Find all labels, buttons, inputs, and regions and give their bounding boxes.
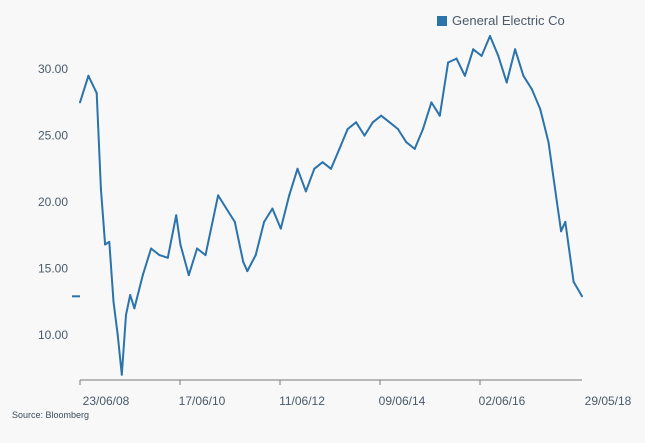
data-point — [288, 194, 291, 197]
x-tick-label: 11/06/12 — [279, 394, 325, 408]
data-point — [321, 161, 324, 164]
x-axis-ticks: 23/06/08 17/06/10 11/06/12 09/06/14 02/06/16… — [79, 380, 632, 408]
data-point — [175, 214, 178, 217]
data-point — [480, 54, 483, 57]
data-point — [514, 48, 517, 51]
x-tick-label: 29/05/18 — [585, 394, 632, 408]
data-point — [547, 141, 550, 144]
data-point — [346, 128, 349, 130]
data-point — [108, 240, 111, 243]
data-point — [555, 201, 558, 203]
data-point — [522, 74, 525, 77]
data-point — [396, 128, 399, 130]
data-point — [187, 274, 190, 277]
data-point — [438, 114, 441, 117]
y-tick-label: 30.00 — [38, 62, 68, 76]
data-point — [497, 54, 500, 57]
data-point — [422, 128, 424, 130]
data-point — [489, 35, 491, 37]
data-point — [405, 141, 408, 144]
data-point — [539, 108, 542, 110]
data-point — [330, 167, 332, 170]
data-point — [279, 227, 282, 230]
data-point — [313, 167, 316, 170]
data-point — [99, 187, 102, 190]
data-point — [564, 220, 567, 223]
y-axis-ticks: 10.00 15.00 20.00 25.00 30.00 — [38, 62, 68, 342]
data-point — [388, 121, 391, 124]
series-line-general-electric — [79, 35, 583, 376]
data-point — [338, 147, 341, 150]
data-point — [505, 81, 508, 84]
data-point — [120, 373, 123, 376]
x-tick-label: 02/06/16 — [479, 394, 526, 408]
data-point — [87, 74, 90, 77]
y-tick-label: 25.00 — [38, 129, 68, 143]
x-tick-label: 09/06/14 — [379, 394, 426, 408]
data-point — [254, 254, 257, 257]
data-point — [296, 167, 299, 170]
data-point — [363, 134, 366, 137]
data-point — [129, 294, 132, 296]
data-point — [263, 220, 266, 223]
data-point — [581, 295, 583, 298]
data-point — [304, 190, 307, 193]
data-point — [141, 274, 144, 277]
data-point — [233, 220, 236, 223]
data-point — [447, 61, 450, 64]
legend-swatch — [437, 16, 447, 26]
series-points — [79, 35, 583, 376]
data-point — [158, 254, 161, 257]
legend: General Electric Co — [437, 13, 565, 28]
data-point — [380, 114, 383, 117]
data-point — [560, 230, 563, 233]
x-tick-label: 23/06/08 — [83, 394, 130, 408]
y-tick-label: 20.00 — [38, 195, 68, 209]
source-note: Source: Bloomberg — [12, 410, 89, 420]
data-point — [413, 147, 416, 150]
data-point — [196, 247, 199, 250]
data-point — [472, 48, 475, 51]
data-point — [79, 101, 81, 104]
data-point — [371, 121, 374, 124]
data-point — [112, 300, 115, 303]
data-point — [150, 247, 153, 250]
data-point — [530, 88, 533, 91]
data-point — [430, 101, 433, 104]
y-tick-label: 15.00 — [38, 261, 68, 275]
x-tick-label: 17/06/10 — [179, 394, 226, 408]
legend-label: General Electric Co — [452, 13, 565, 28]
data-point — [355, 121, 358, 124]
data-point — [166, 256, 169, 259]
data-point — [125, 313, 127, 316]
data-point — [116, 333, 119, 336]
data-point — [572, 280, 575, 283]
data-point — [133, 307, 136, 310]
data-point — [271, 207, 274, 210]
data-point — [455, 57, 458, 60]
data-point — [225, 207, 228, 210]
data-point — [204, 254, 207, 257]
data-point — [104, 243, 107, 246]
data-point — [179, 243, 182, 246]
data-point — [463, 74, 466, 77]
y-tick-label: 10.00 — [38, 328, 68, 342]
data-point — [95, 92, 98, 95]
data-point — [217, 194, 220, 197]
data-point — [246, 270, 249, 273]
data-point — [242, 260, 245, 263]
